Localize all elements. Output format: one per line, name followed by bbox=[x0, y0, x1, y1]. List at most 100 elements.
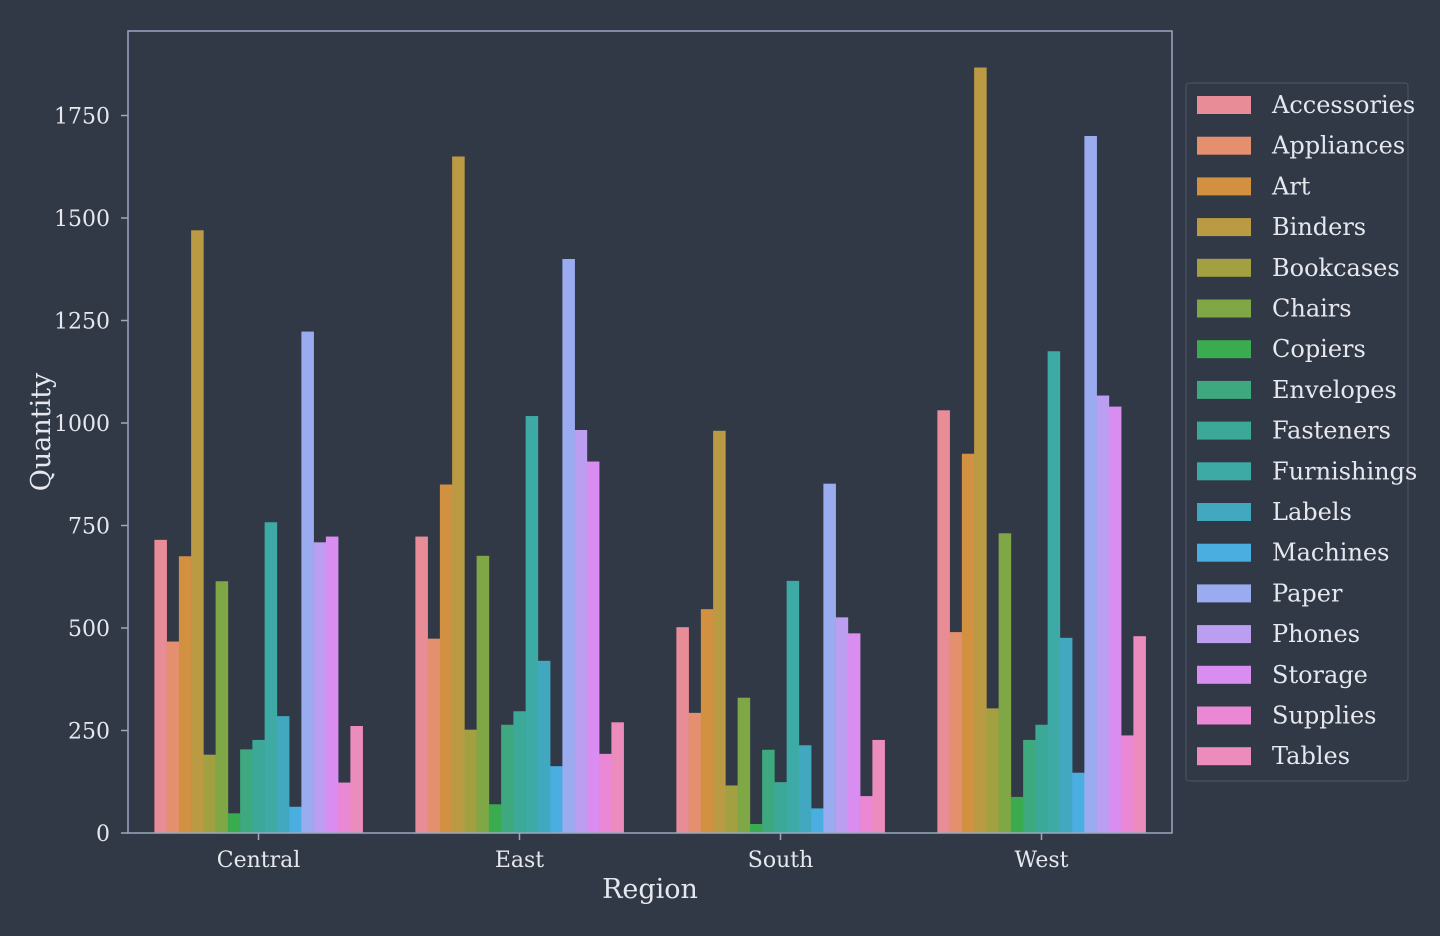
legend-swatch bbox=[1197, 625, 1251, 644]
bar bbox=[338, 782, 351, 833]
bar bbox=[562, 259, 575, 833]
legend-label: Binders bbox=[1272, 213, 1366, 241]
bar bbox=[937, 410, 950, 833]
bar bbox=[264, 522, 278, 833]
bar bbox=[1108, 406, 1122, 833]
legend-swatch bbox=[1197, 218, 1251, 237]
bars-layer bbox=[154, 67, 1146, 834]
bar bbox=[301, 331, 314, 833]
bar bbox=[227, 813, 241, 833]
bar bbox=[835, 617, 849, 833]
bar bbox=[537, 660, 551, 833]
bar bbox=[464, 729, 477, 833]
bar bbox=[823, 483, 836, 833]
bar bbox=[525, 416, 539, 833]
bar bbox=[1096, 395, 1110, 833]
bar bbox=[986, 708, 999, 833]
bar bbox=[847, 633, 861, 833]
bar bbox=[762, 749, 775, 833]
legend-swatch bbox=[1197, 665, 1251, 684]
bar bbox=[599, 753, 612, 833]
y-tick-label: 500 bbox=[68, 617, 110, 642]
bar bbox=[737, 697, 751, 833]
bar bbox=[191, 230, 204, 834]
bar bbox=[1047, 351, 1061, 833]
legend-swatch bbox=[1197, 136, 1251, 155]
bar bbox=[872, 739, 885, 833]
bar bbox=[1133, 636, 1146, 833]
bar bbox=[166, 641, 180, 833]
bar bbox=[774, 782, 787, 833]
legend-label: Accessories bbox=[1271, 91, 1415, 119]
bar bbox=[325, 536, 339, 833]
legend-items: Accessories Appliances Art Binders Bookcases… bbox=[1197, 91, 1417, 770]
legend-label: Phones bbox=[1272, 620, 1360, 648]
y-tick-label: 1250 bbox=[54, 310, 110, 335]
bar bbox=[439, 484, 453, 833]
bar bbox=[1023, 739, 1036, 833]
bar bbox=[1121, 735, 1134, 833]
legend-label: Machines bbox=[1272, 539, 1389, 567]
y-tick-label: 750 bbox=[68, 515, 110, 540]
bar bbox=[1010, 796, 1024, 833]
bar bbox=[240, 749, 253, 833]
bar bbox=[1084, 136, 1097, 833]
bar bbox=[611, 722, 624, 833]
legend-swatch bbox=[1197, 462, 1251, 481]
y-tick-label: 1500 bbox=[54, 207, 110, 232]
legend-swatch bbox=[1197, 258, 1251, 277]
legend-swatch bbox=[1197, 96, 1251, 114]
bar bbox=[313, 542, 327, 833]
bar bbox=[725, 785, 738, 833]
bar bbox=[586, 461, 600, 833]
legend-swatch bbox=[1197, 177, 1251, 196]
legend-label: Furnishings bbox=[1272, 457, 1417, 485]
bar bbox=[203, 754, 216, 833]
legend-frame bbox=[1185, 82, 1409, 782]
legend: Accessories Appliances Art Binders Bookcases… bbox=[1185, 82, 1417, 782]
x-tick-label: West bbox=[1015, 848, 1069, 873]
legend-swatch bbox=[1197, 380, 1251, 399]
bar bbox=[501, 724, 514, 833]
bar bbox=[860, 796, 873, 833]
bar bbox=[974, 67, 987, 833]
legend-label: Appliances bbox=[1271, 132, 1405, 160]
legend-label: Storage bbox=[1272, 661, 1368, 689]
y-tick-label: 250 bbox=[68, 720, 110, 745]
bar bbox=[350, 725, 363, 833]
legend-label: Envelopes bbox=[1272, 376, 1397, 404]
legend-label: Bookcases bbox=[1272, 254, 1400, 282]
legend-label: Art bbox=[1271, 172, 1311, 200]
legend-swatch bbox=[1197, 299, 1251, 318]
legend-swatch bbox=[1197, 503, 1251, 521]
bar bbox=[961, 453, 975, 833]
legend-label: Fasteners bbox=[1272, 417, 1391, 445]
bar bbox=[688, 712, 702, 833]
legend-label: Supplies bbox=[1272, 702, 1377, 730]
plot-area-frame bbox=[127, 30, 1173, 834]
x-tick-label: East bbox=[495, 848, 544, 873]
bar bbox=[700, 609, 714, 833]
bar bbox=[786, 580, 800, 833]
legend-swatch bbox=[1197, 584, 1251, 603]
legend-swatch bbox=[1197, 543, 1251, 562]
legend-label: Copiers bbox=[1272, 335, 1366, 363]
bar bbox=[452, 156, 465, 833]
bar bbox=[798, 745, 812, 833]
bar bbox=[574, 429, 588, 833]
bar bbox=[1072, 772, 1085, 833]
x-tick-label: South bbox=[748, 848, 814, 873]
y-tick-label: 1750 bbox=[54, 105, 110, 130]
legend-swatch bbox=[1197, 421, 1251, 440]
bar bbox=[1035, 724, 1048, 833]
legend-swatch bbox=[1197, 747, 1251, 766]
bar bbox=[998, 533, 1012, 833]
bar bbox=[676, 627, 689, 833]
y-axis: 0 250 500 750 1000 1250 1500 1750 bbox=[54, 105, 128, 847]
bar bbox=[476, 555, 490, 833]
x-axis: Central East South West bbox=[217, 833, 1069, 873]
bar bbox=[749, 823, 763, 833]
bar bbox=[811, 808, 824, 833]
x-tick-label: Central bbox=[217, 848, 301, 873]
